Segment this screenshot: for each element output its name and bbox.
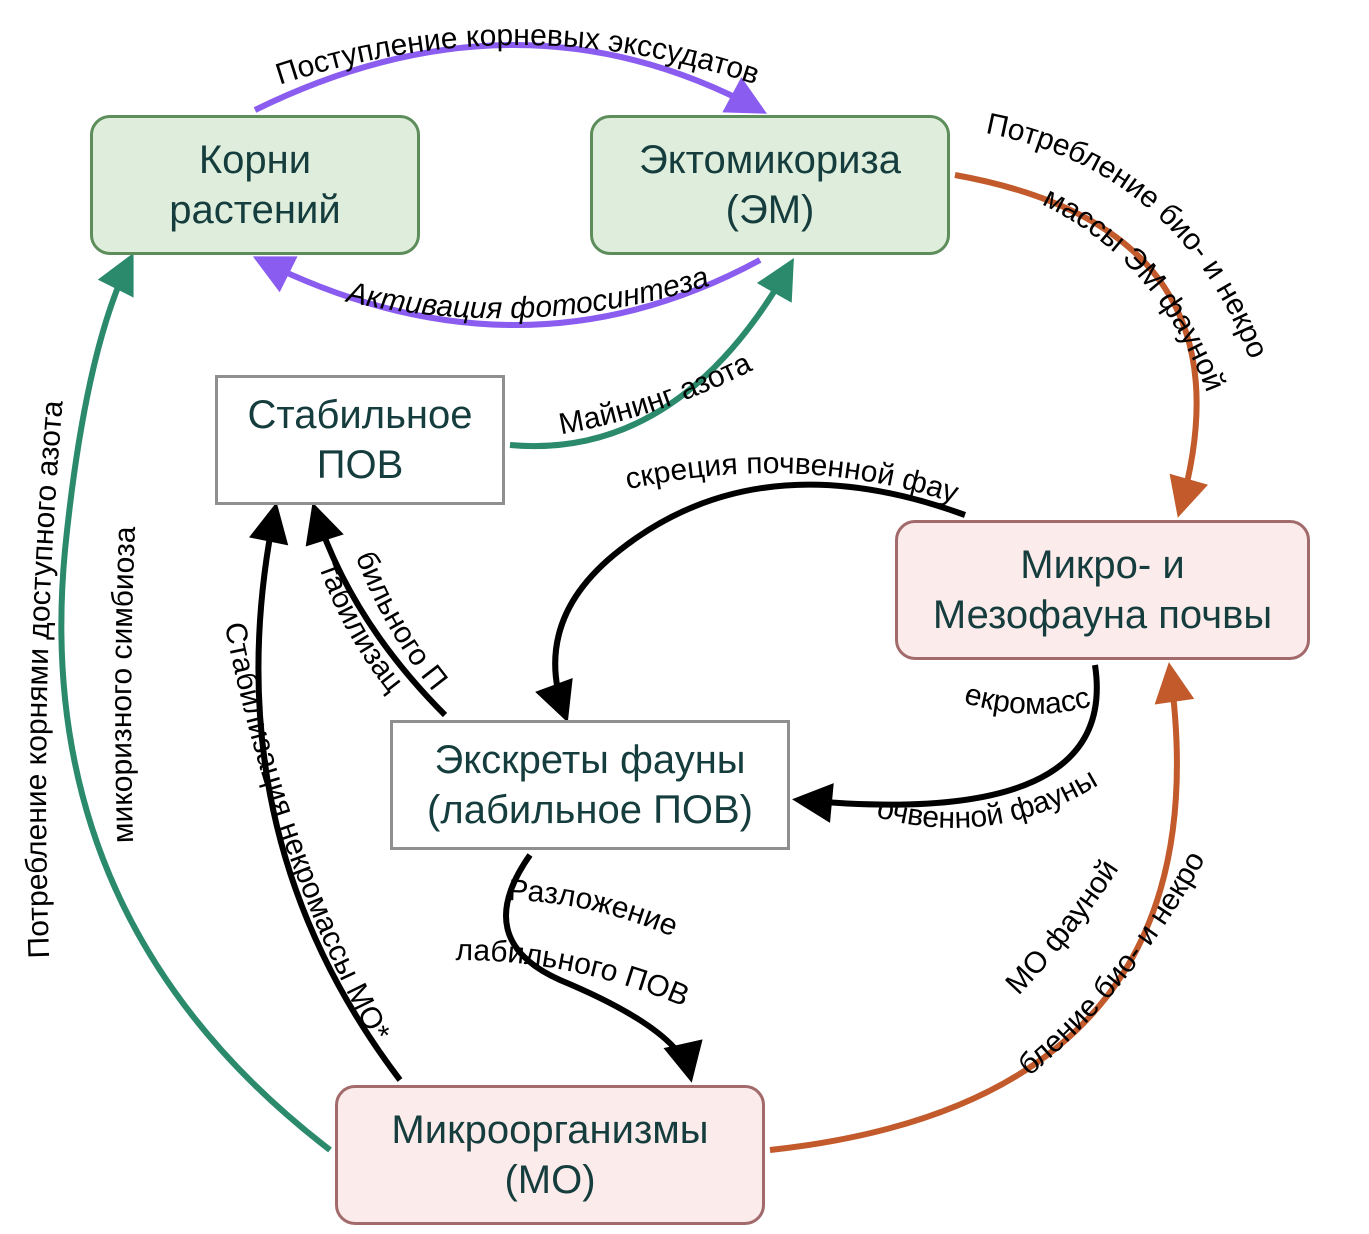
node-fauna: Микро- и Мезофауна почвы [895, 520, 1310, 660]
node-fauna-label: Микро- и Мезофауна почвы [933, 540, 1272, 640]
label-stablab-2: лабильного ПОВ [0, 0, 454, 696]
label-mining: Майнинг азота [556, 346, 757, 441]
node-microbes-label: Микроорганизмы (МО) [391, 1105, 708, 1205]
label-decompose-2: лабильного ПОВ [456, 934, 694, 1013]
node-ectomycorrhiza: Эктомикориза (ЭМ) [590, 115, 950, 255]
label-em-consume-2: массы ЭМ фауной [1038, 181, 1231, 396]
label-decompose-1: Разложение [508, 874, 683, 943]
node-excreta-label: Экскреты фауны (лабильное ПОВ) [427, 735, 753, 835]
node-ecto-label: Эктомикориза (ЭМ) [639, 135, 901, 235]
soil-carbon-diagram: Поступление корневых экссудатов Активаци… [0, 0, 1369, 1234]
label-symbiosis: микоризного симбиоза [105, 525, 142, 843]
node-stable-label: Стабильное ПОВ [247, 390, 472, 490]
edge-mo-consumption [770, 670, 1177, 1150]
label-stabnecro: Стабилизация некромассы МО* [218, 619, 396, 1046]
label-photosynth: Активация фотосинтеза [342, 260, 712, 325]
node-stable-pov: Стабильное ПОВ [215, 375, 505, 505]
node-microorganisms: Микроорганизмы (МО) [335, 1085, 765, 1225]
node-roots: Корни растений [90, 115, 420, 255]
node-excreta: Экскреты фауны (лабильное ПОВ) [390, 720, 790, 850]
node-roots-label: Корни растений [169, 135, 340, 235]
